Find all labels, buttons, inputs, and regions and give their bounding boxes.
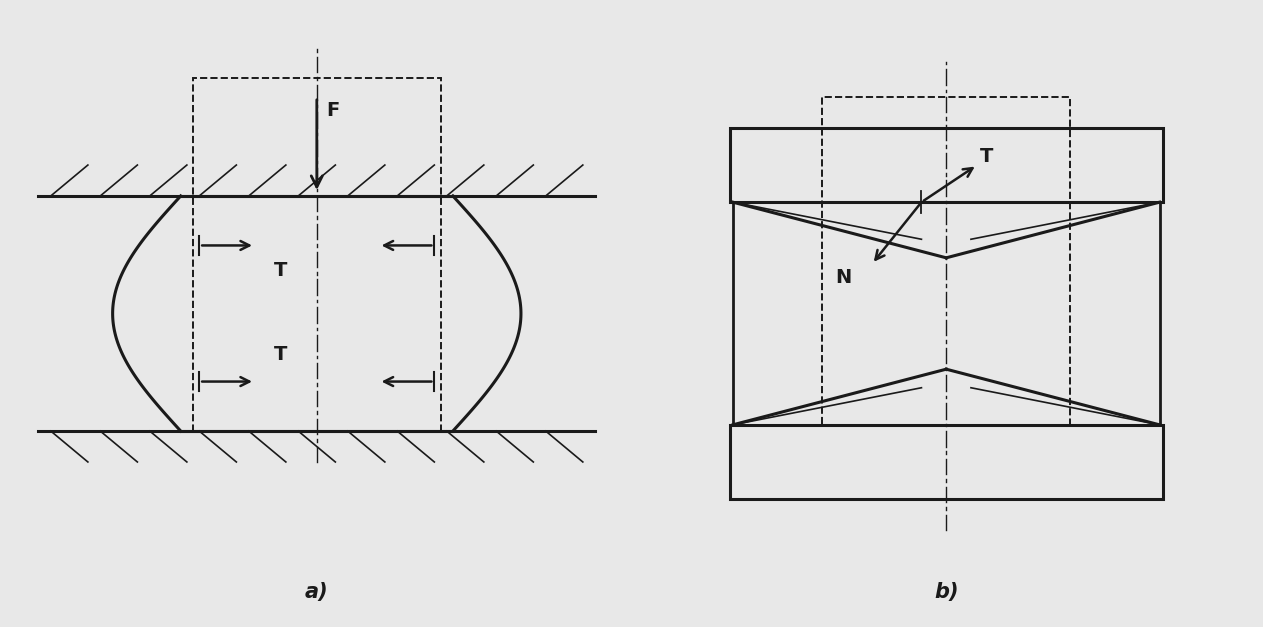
Text: b): b) <box>933 582 959 602</box>
Text: a): a) <box>304 582 328 602</box>
Text: T: T <box>274 261 287 280</box>
Text: T: T <box>274 345 287 364</box>
Text: F: F <box>326 100 340 120</box>
Text: T: T <box>980 147 994 166</box>
Text: N: N <box>835 268 851 287</box>
